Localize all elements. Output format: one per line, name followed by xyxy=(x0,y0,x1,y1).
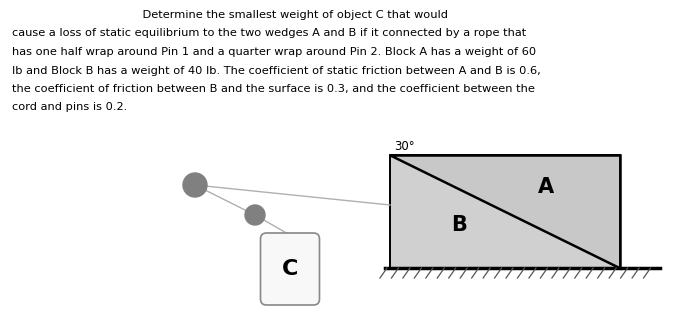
Bar xyxy=(390,155,620,268)
Text: lb and Block B has a weight of 40 lb. The coefficient of static friction between: lb and Block B has a weight of 40 lb. Th… xyxy=(12,66,540,76)
Text: has one half wrap around Pin 1 and a quarter wrap around Pin 2. Block A has a we: has one half wrap around Pin 1 and a qua… xyxy=(12,47,536,57)
Circle shape xyxy=(183,173,207,197)
Text: the coefficient of friction between B and the surface is 0.3, and the coefficien: the coefficient of friction between B an… xyxy=(12,84,535,94)
Text: cause a loss of static equilibrium to the two wedges A and B if it connected by : cause a loss of static equilibrium to th… xyxy=(12,28,526,38)
Polygon shape xyxy=(390,155,620,268)
FancyBboxPatch shape xyxy=(260,233,319,305)
Text: cord and pins is 0.2.: cord and pins is 0.2. xyxy=(12,102,127,112)
Text: 30°: 30° xyxy=(394,140,414,153)
Text: C: C xyxy=(282,259,298,279)
Circle shape xyxy=(245,205,265,225)
Bar xyxy=(390,155,620,268)
Text: B: B xyxy=(451,215,467,235)
Text: Determine the smallest weight of object C that would: Determine the smallest weight of object … xyxy=(12,10,448,20)
Text: A: A xyxy=(538,177,554,197)
